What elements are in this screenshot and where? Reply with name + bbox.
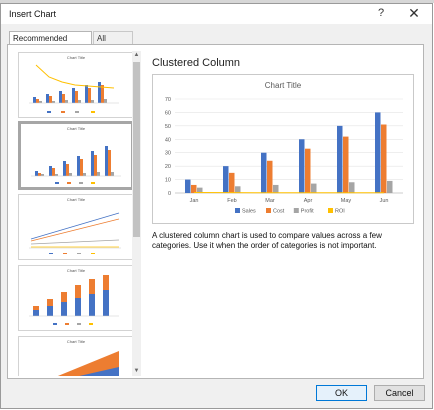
scroll-up-icon[interactable]: ▲ bbox=[133, 52, 140, 58]
legend-label-cost: Cost bbox=[273, 209, 285, 215]
y-tick-label: 30 bbox=[165, 151, 171, 157]
y-tick-label: 70 bbox=[165, 97, 171, 103]
bar-sales bbox=[299, 139, 305, 193]
ok-button[interactable]: OK bbox=[316, 385, 367, 401]
x-tick-label: Mar bbox=[265, 198, 275, 204]
selected-chart-type-title: Clustered Column bbox=[152, 57, 241, 69]
bar-sales bbox=[261, 152, 267, 193]
tab-content-panel: Chart Title bbox=[7, 44, 424, 379]
recommended-charts-list[interactable]: Chart Title bbox=[14, 51, 140, 376]
chart-preview: Chart Title 0 10 20 30 40 50 60 70 Jan Feb Mar Apr Ma… bbox=[152, 74, 414, 224]
chart-title: Chart Title bbox=[265, 81, 302, 90]
dialog-title: Insert Chart bbox=[9, 9, 57, 19]
thumbnail-title: Chart Title bbox=[67, 197, 86, 202]
legend-swatch-profit bbox=[293, 208, 299, 213]
help-icon[interactable]: ? bbox=[378, 7, 385, 19]
bar-sales bbox=[375, 112, 381, 193]
bar-profit bbox=[235, 186, 241, 193]
bar-profit bbox=[273, 184, 279, 193]
y-tick-label: 40 bbox=[165, 137, 171, 143]
legend-label-roi: ROI bbox=[335, 209, 345, 215]
y-tick-label: 20 bbox=[165, 164, 171, 170]
thumbnail-title: Chart Title bbox=[67, 268, 86, 273]
thumbnail-title: Chart Title bbox=[67, 339, 86, 344]
dialog-titlebar: Insert Chart ? ✕ bbox=[1, 4, 432, 24]
scroll-down-icon[interactable]: ▼ bbox=[133, 368, 140, 374]
y-tick-label: 10 bbox=[165, 178, 171, 184]
tab-all-charts[interactable]: All Charts bbox=[93, 31, 133, 56]
cancel-button[interactable]: Cancel bbox=[374, 385, 425, 401]
chart-thumbnail-combo[interactable]: Chart Title bbox=[18, 52, 134, 118]
chart-thumbnail-line[interactable]: Chart Title bbox=[18, 194, 134, 260]
chart-thumbnail-clustered-column[interactable]: Chart Title bbox=[18, 121, 134, 190]
chart-thumbnail-stacked-column[interactable]: Chart Title bbox=[18, 265, 134, 331]
thumbnail-title: Chart Title bbox=[67, 126, 86, 131]
x-tick-label: Jan bbox=[190, 198, 199, 204]
x-tick-label: Jun bbox=[380, 198, 389, 204]
x-tick-label: Apr bbox=[304, 198, 313, 204]
worksheet-background bbox=[0, 0, 434, 3]
x-tick-label: May bbox=[341, 198, 352, 204]
tab-recommended-charts[interactable]: Recommended Charts bbox=[9, 31, 92, 56]
x-tick-label: Feb bbox=[227, 198, 236, 204]
bar-sales bbox=[185, 179, 191, 193]
insert-chart-dialog: Insert Chart ? ✕ Recommended Charts All … bbox=[0, 3, 433, 409]
legend-swatch-sales bbox=[235, 208, 240, 213]
scrollbar-thumb[interactable] bbox=[133, 62, 140, 237]
bar-profit bbox=[387, 180, 393, 193]
bar-profit bbox=[311, 183, 317, 193]
bar-cost bbox=[191, 184, 197, 193]
chart-thumbnail-stacked-area[interactable]: Chart Title bbox=[18, 336, 134, 376]
y-tick-label: 0 bbox=[168, 191, 171, 197]
thumbnail-scrollbar[interactable]: ▲ ▼ bbox=[132, 51, 141, 376]
y-tick-label: 60 bbox=[165, 110, 171, 116]
legend-label-sales: Sales bbox=[242, 209, 256, 215]
bar-cost bbox=[381, 124, 387, 193]
bar-profit bbox=[197, 187, 203, 193]
bar-cost bbox=[305, 148, 311, 193]
thumbnail-title: Chart Title bbox=[67, 55, 86, 60]
chart-preview-svg: Chart Title 0 10 20 30 40 50 60 70 Jan Feb Mar Apr Ma… bbox=[165, 81, 403, 215]
bar-profit bbox=[349, 182, 355, 193]
bar-sales bbox=[337, 125, 343, 193]
bar-cost bbox=[229, 172, 235, 193]
legend-label-profit: Profit bbox=[301, 209, 314, 215]
bar-sales bbox=[223, 166, 229, 193]
y-tick-label: 50 bbox=[165, 124, 171, 130]
bar-cost bbox=[343, 136, 349, 193]
close-icon[interactable]: ✕ bbox=[408, 5, 420, 21]
legend-swatch-cost bbox=[266, 208, 271, 213]
bar-cost bbox=[267, 160, 273, 193]
chart-description: A clustered column chart is used to comp… bbox=[152, 231, 382, 250]
legend-swatch-roi bbox=[328, 208, 333, 213]
